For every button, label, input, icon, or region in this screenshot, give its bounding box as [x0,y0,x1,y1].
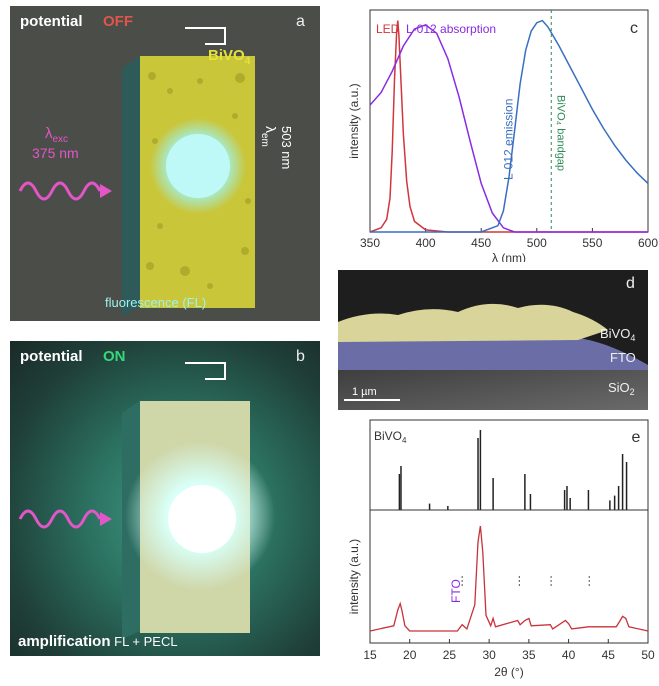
potential-state-on: ON [103,348,126,365]
panel-label-b: b [296,348,305,365]
fluorescence-core [166,134,230,198]
x-tick-label: 30 [482,648,496,662]
x-tick-label: 45 [602,648,616,662]
x-tick-label: 35 [522,648,536,662]
slab-side [122,56,140,316]
x-tick-label: 20 [403,648,417,662]
panel-e: BiVO4 e FTO 15 20 25 30 35 40 45 50 2θ (°) intensity… [330,415,659,686]
x-axis-label: λ (nm) [492,251,526,262]
emission-label: L-012 emission [501,99,515,180]
excitation-symbol: λexc [45,125,68,145]
fto-layer-label: FTO [610,350,636,365]
panel-b: potential ON b amplification FL + PECL [10,341,320,656]
spectrum-chart: 350 400 450 500 550 600 λ (nm) intensity (a.u.)… [347,9,658,262]
x-tick-label: 15 [363,648,377,662]
panel-d: d BiVO4 FTO SiO2 1 µm [338,270,648,410]
reference-frame [369,419,649,511]
panel-a: potential OFF a BiVO4 λexc 375 nm λem 50… [10,6,320,321]
panel-c: 350 400 450 500 550 600 λ (nm) intensity (a.u.)… [330,0,659,262]
excitation-arrow-icon [100,512,112,526]
panel-label-e: e [632,429,641,446]
fluorescence-caption: fluorescence (FL) [105,295,206,310]
y-axis-label: intensity (a.u.) [347,83,361,158]
bivo4-layer-label: BiVO4 [600,326,635,343]
x-tick-label: 550 [582,236,602,250]
sio2-layer-label: SiO2 [608,380,635,397]
series-line-0 [369,20,648,233]
excitation-value: 375 nm [32,145,79,161]
fto-layer [338,338,648,370]
x-tick-label: 25 [443,648,457,662]
amplified-core [168,485,236,553]
measured-frame [369,509,649,644]
sio2-layer [338,365,648,410]
panel-a-illustration: potential OFF a BiVO4 λexc 375 nm λem 50… [18,13,305,316]
series-line-2 [370,19,649,233]
excitation-wave [18,509,102,529]
xrd-chart: BiVO4 e FTO 15 20 25 30 35 40 45 50 2θ (°) intensity… [347,419,655,679]
y-axis-label: intensity (a.u.) [347,539,361,614]
slab-texture [146,72,251,289]
x-tick-label: 400 [416,236,436,250]
potential-state-off: OFF [103,13,133,30]
bivo4-layer [338,303,608,342]
x-axis-label: 2θ (°) [494,665,523,679]
emission-label-group: λem 503 nm [259,126,294,169]
scalebar-label: 1 µm [352,386,377,398]
emission-symbol: λem [259,126,279,147]
xrd-pattern-line [369,525,649,632]
wire-connector [185,27,226,45]
panel-label-d: d [626,275,635,292]
fto-label: FTO [449,579,463,603]
panel-label-c: c [630,20,638,37]
potential-label: potential [20,13,83,30]
x-tick-label: 50 [641,648,655,662]
emission-value: 503 nm [279,126,294,169]
excitation-wave [18,181,102,201]
excitation-arrow-icon [100,184,112,198]
legend-absorption: L-012 absorption [406,22,496,36]
wire-connector [185,362,226,380]
potential-label: potential [20,348,83,365]
panel-b-illustration: potential ON b amplification FL + PECL [18,348,305,650]
panel-label-a: a [296,13,305,30]
x-tick-label: 600 [638,236,658,250]
amplification-caption: amplification FL + PECL [18,633,178,650]
material-label: BiVO4 [208,47,251,67]
x-tick-label: 40 [562,648,576,662]
legend-led: LED [376,22,400,36]
x-tick-label: 350 [360,236,380,250]
x-tick-label: 500 [527,236,547,250]
x-tick-label: 450 [471,236,491,250]
bandgap-label: BiVO₄ bandgap [554,95,566,171]
reference-label: BiVO4 [374,429,407,445]
sem-cross-section: d BiVO4 FTO SiO2 1 µm [338,270,648,410]
